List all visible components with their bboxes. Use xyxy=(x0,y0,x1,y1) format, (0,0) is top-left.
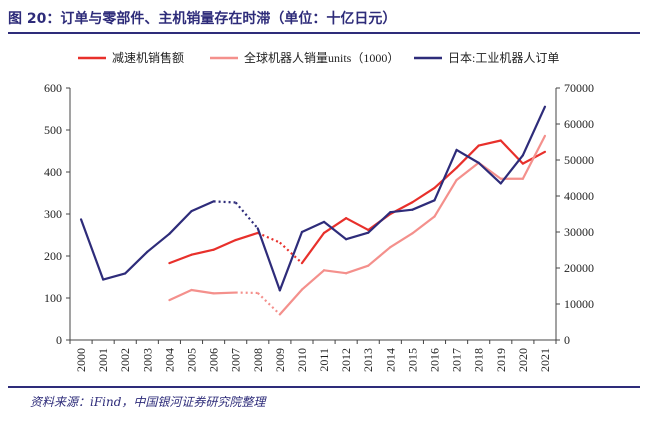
series-segment xyxy=(300,269,326,291)
series-segment xyxy=(168,210,193,235)
series-segment xyxy=(477,139,502,147)
x-tick-label: 2016 xyxy=(428,348,442,372)
x-tick-label: 2005 xyxy=(185,348,199,372)
series-segment xyxy=(345,264,370,275)
x-tick-label: 2019 xyxy=(494,348,508,372)
series-segment xyxy=(389,232,414,249)
x-tick-label: 2021 xyxy=(538,348,552,372)
x-tick-label: 2007 xyxy=(229,348,243,372)
right-tick-label: 50000 xyxy=(564,153,594,167)
title-rule xyxy=(8,32,640,34)
series-segment xyxy=(367,211,392,234)
series-segment xyxy=(521,105,547,157)
series-segment xyxy=(345,217,370,232)
x-tick-label: 2017 xyxy=(450,348,464,372)
left-tick-label: 300 xyxy=(44,207,62,221)
x-tick-label: 2006 xyxy=(207,348,221,372)
x-tick-label: 2000 xyxy=(74,348,88,372)
series-segment xyxy=(411,186,436,204)
x-tick-label: 2009 xyxy=(273,348,287,372)
legend: 减速机销售额 全球机器人销量units（1000） 日本:工业机器人订单 xyxy=(78,50,559,65)
series-segment xyxy=(256,227,281,292)
x-tick-label: 2010 xyxy=(295,348,309,372)
series-segment xyxy=(322,217,348,234)
series-segment xyxy=(124,250,149,275)
series-lines xyxy=(79,105,547,316)
series-segment xyxy=(212,238,237,251)
left-tick-label: 600 xyxy=(44,81,62,95)
left-tick-label: 500 xyxy=(44,123,62,137)
left-tick-label: 200 xyxy=(44,249,62,263)
footer-rule xyxy=(8,386,640,388)
right-tick-label: 10000 xyxy=(564,297,594,311)
right-tick-label: 40000 xyxy=(564,189,594,203)
legend-label: 减速机销售额 xyxy=(112,50,184,65)
series-segment xyxy=(411,199,436,211)
series-segment xyxy=(521,134,547,180)
right-tick-label: 20000 xyxy=(564,261,594,275)
x-tick-label: 2012 xyxy=(339,348,353,372)
x-tick-label: 2001 xyxy=(96,348,110,372)
series-segment xyxy=(190,248,215,256)
series-segment xyxy=(322,269,348,275)
series-segment xyxy=(433,178,458,218)
series-segment-dashed xyxy=(234,201,259,230)
series-segment xyxy=(345,231,370,241)
series-segment xyxy=(234,231,259,242)
axes: 0 100 200 300 400 500 600 0 10000 20000 30000 40000… xyxy=(44,81,594,372)
series-segment xyxy=(455,161,480,182)
series-segment xyxy=(300,220,326,234)
series-segment-dashed xyxy=(279,241,303,264)
x-tick-label: 2008 xyxy=(251,348,265,372)
left-tick-label: 100 xyxy=(44,291,62,305)
x-tick-label: 2020 xyxy=(516,348,530,372)
series-segment xyxy=(389,208,414,214)
series-segment xyxy=(411,215,436,235)
series-segment xyxy=(278,230,304,292)
left-tick-label: 0 xyxy=(56,333,62,347)
series-segment xyxy=(79,218,105,281)
x-tick-label: 2002 xyxy=(118,348,132,372)
right-tick-label: 30000 xyxy=(564,225,594,239)
right-tick-label: 70000 xyxy=(564,81,594,95)
series-segment xyxy=(168,253,193,265)
series-segment-dashed xyxy=(213,200,236,204)
legend-label: 日本:工业机器人订单 xyxy=(448,51,559,65)
series-segment xyxy=(477,161,502,185)
right-tick-label: 0 xyxy=(564,333,570,347)
series-segment-dashed xyxy=(257,231,281,244)
series-segment xyxy=(168,288,193,302)
x-tick-label: 2015 xyxy=(405,348,419,372)
series-segment xyxy=(190,288,215,295)
series-segment xyxy=(146,232,171,253)
left-tick-label: 400 xyxy=(44,165,62,179)
series-segment xyxy=(300,231,326,265)
series-segment xyxy=(212,291,237,295)
x-tick-label: 2004 xyxy=(162,348,176,372)
series-segment xyxy=(499,154,524,185)
x-tick-label: 2013 xyxy=(361,348,375,372)
chart-title: 图 20：订单与零部件、主机销量存在时滞（单位：十亿日元） xyxy=(8,11,397,27)
series-segment xyxy=(322,220,348,241)
series-segment-dashed xyxy=(257,292,281,316)
series-segment xyxy=(278,288,304,316)
x-tick-label: 2014 xyxy=(383,348,397,372)
x-tick-label: 2011 xyxy=(317,348,331,372)
legend-label: 全球机器人销量units（1000） xyxy=(244,50,399,65)
series-segment xyxy=(190,200,215,213)
x-tick-label: 2018 xyxy=(472,348,486,372)
source-note: 资料来源：iFind，中国银河证券研究院整理 xyxy=(30,395,266,409)
series-segment xyxy=(433,148,458,202)
series-segment xyxy=(102,272,127,281)
series-segment xyxy=(433,166,458,190)
series-segment xyxy=(455,148,480,164)
x-tick-label: 2003 xyxy=(140,348,154,372)
series-segment xyxy=(367,246,392,267)
right-tick-label: 60000 xyxy=(564,117,594,131)
